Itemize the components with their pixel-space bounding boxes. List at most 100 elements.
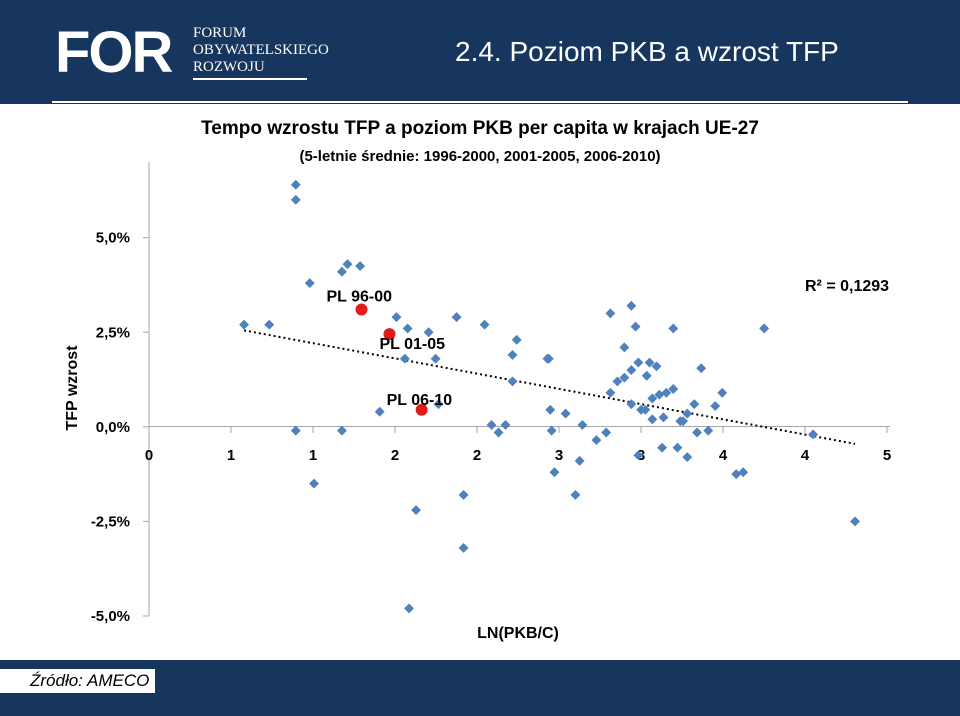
data-point — [626, 300, 637, 311]
data-point — [601, 427, 612, 438]
data-points — [239, 179, 860, 614]
y-tick-label: 2,5% — [96, 324, 130, 341]
data-point — [605, 308, 616, 319]
y-tick-label: 5,0% — [96, 230, 130, 247]
highlight-points: PL 96-00 PL 01-05 PL 06-10 — [327, 289, 453, 416]
data-point — [336, 425, 347, 436]
data-point — [549, 467, 560, 478]
highlight-point — [383, 328, 396, 341]
y-tick-label: -5,0% — [91, 608, 130, 625]
data-point — [678, 416, 689, 427]
data-point — [808, 429, 819, 440]
data-point — [710, 401, 721, 411]
x-tick-label: 5 — [883, 447, 891, 464]
data-point — [696, 363, 707, 374]
data-point — [682, 408, 693, 419]
data-point — [626, 365, 637, 376]
data-point — [399, 353, 410, 364]
x-tick-label: 0 — [145, 447, 153, 464]
logo-line-3: ROZWOJU — [193, 59, 265, 75]
data-point — [391, 312, 402, 323]
data-point — [479, 319, 490, 330]
data-point — [577, 419, 588, 430]
x-tick-label: 1 — [309, 447, 317, 464]
data-point — [668, 384, 679, 394]
data-point — [458, 542, 469, 553]
highlight-label: PL 96-00 — [327, 289, 393, 306]
data-point — [290, 425, 301, 436]
source-note: Źródło: AMECO — [0, 669, 156, 693]
data-point — [404, 603, 414, 614]
data-point — [336, 266, 347, 277]
data-point — [612, 376, 623, 387]
y-axis-label: TFP wzrost — [64, 345, 81, 431]
data-point — [644, 357, 655, 368]
x-ticks: 0112233445 — [145, 426, 891, 464]
header-divider — [52, 101, 908, 103]
data-point — [850, 516, 860, 527]
data-point — [304, 278, 315, 289]
data-point — [430, 353, 441, 364]
highlight-label: PL 01-05 — [379, 336, 445, 353]
chart-title: Tempo wzrostu TFP a poziom PKB per capit… — [201, 118, 759, 139]
data-point — [651, 361, 662, 372]
data-point — [717, 387, 728, 398]
logo-mark: FOR — [55, 20, 173, 85]
logo-underline — [193, 78, 307, 80]
data-point — [500, 419, 511, 430]
logo-line-2: OBYWATELSKIEGO — [193, 42, 329, 58]
data-point — [493, 427, 504, 438]
data-point — [619, 372, 630, 383]
logo[interactable]: FOR FORUM OBYWATELSKIEGO ROZWOJU — [55, 20, 329, 85]
trendline — [243, 329, 856, 445]
data-point — [630, 321, 641, 332]
header-bar — [0, 0, 960, 104]
x-tick-label: 1 — [227, 447, 235, 464]
data-point — [647, 414, 658, 425]
highlight-point — [415, 403, 428, 416]
data-point — [290, 194, 301, 205]
data-point — [374, 406, 385, 417]
data-point — [647, 393, 658, 404]
slide-title: 2.4. Poziom PKB a wzrost TFP — [455, 36, 839, 67]
data-point — [511, 334, 522, 345]
data-point — [626, 399, 637, 410]
data-point — [342, 259, 353, 270]
highlight-point — [355, 303, 368, 316]
data-point — [619, 342, 630, 353]
data-point — [543, 353, 554, 364]
x-axis-label: LN(PKB/C) — [477, 625, 559, 642]
x-tick-label: 3 — [555, 447, 563, 464]
data-point — [458, 489, 469, 500]
data-point — [731, 469, 742, 480]
data-point — [657, 442, 668, 453]
data-point — [560, 408, 571, 419]
x-tick-label: 2 — [391, 447, 399, 464]
data-point — [738, 467, 749, 478]
data-point — [486, 419, 497, 430]
data-point — [640, 404, 651, 415]
data-point — [661, 387, 672, 398]
data-point — [703, 425, 714, 436]
y-ticks: 5,0% 2,5% 0,0% -2,5% -5,0% — [91, 230, 149, 625]
data-point — [264, 319, 275, 330]
footer-bar — [0, 660, 960, 716]
scatter-chart: Tempo wzrostu TFP a poziom PKB per capit… — [64, 118, 891, 642]
data-point — [290, 179, 301, 190]
data-point — [672, 442, 683, 453]
data-point — [692, 427, 703, 438]
y-tick-label: -2,5% — [91, 513, 130, 530]
highlight-label: PL 06-10 — [387, 392, 453, 409]
data-point — [574, 455, 585, 466]
data-point — [591, 435, 602, 446]
logo-wordmark: FORUM OBYWATELSKIEGO ROZWOJU — [193, 25, 329, 76]
data-point — [641, 370, 652, 381]
data-point — [605, 387, 616, 398]
data-point — [402, 323, 413, 334]
data-point — [309, 478, 319, 489]
chart-subtitle: (5-letnie średnie: 1996-2000, 2001-2005,… — [299, 148, 660, 165]
data-point — [507, 376, 518, 387]
x-tick-label: 2 — [473, 447, 481, 464]
data-point — [570, 489, 581, 500]
data-point — [633, 450, 644, 461]
